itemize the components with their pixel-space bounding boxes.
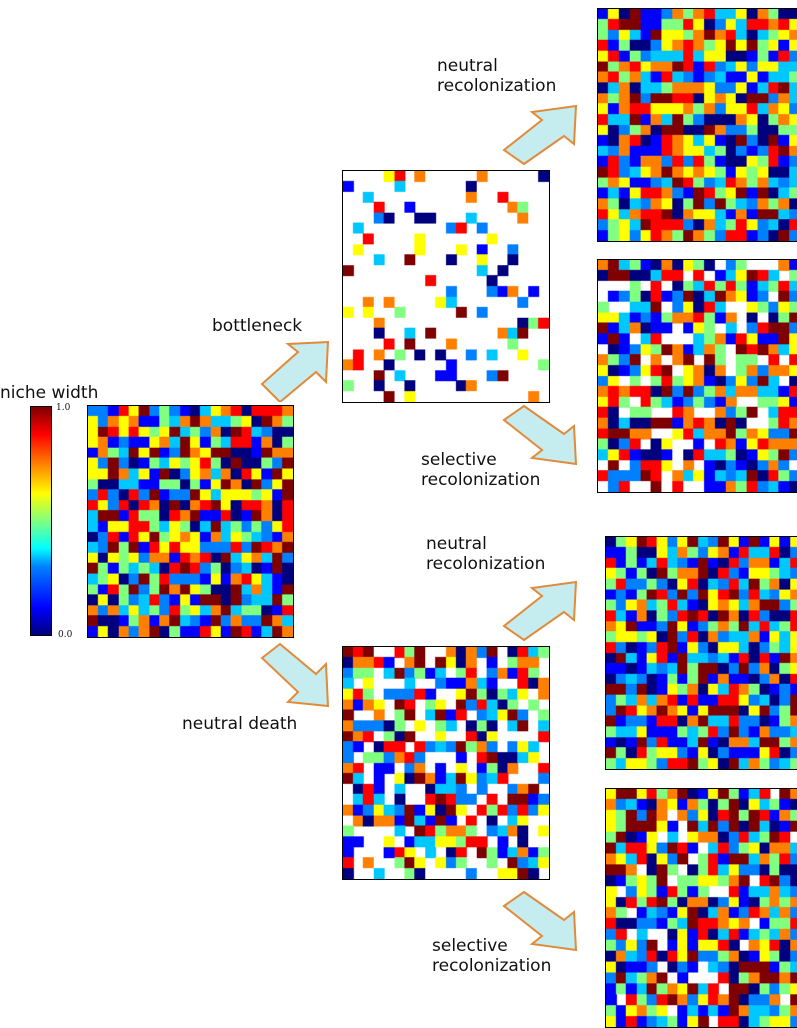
bottleneck-selective-arrow-icon [502,404,578,466]
bottleneck-neutral-arrow-icon [502,104,578,166]
colorbar-max-label: 1.0 [56,403,71,413]
bottleneck-neutral-recolonization-grid-panel [597,8,797,242]
bottleneck-grid-panel [342,170,550,403]
death-neutral-arrow-icon [502,580,578,642]
bottleneck-arrow-icon [260,340,330,402]
death-neutral-recolonization-grid-panel [605,536,797,770]
neutral-death-label: neutral death [182,714,298,734]
neutral-recolonization-label-top: neutral recolonization [437,56,557,96]
colorbar-min-label: 0.0 [58,630,73,640]
neutral-death-arrow-icon [260,642,330,708]
death-selective-recolonization-grid-panel [605,788,797,1028]
neutral-death-grid-panel [342,646,550,880]
death-selective-arrow-icon [502,890,578,952]
neutral-recolonization-label-bottom: neutral recolonization [426,534,546,574]
colorbar [30,406,52,636]
colorbar-title: niche width [0,383,99,403]
bottleneck-label: bottleneck [212,316,303,336]
initial-grid-panel [87,405,294,638]
selective-recolonization-label-bottom: selective recolonization [432,936,552,976]
bottleneck-selective-recolonization-grid-panel [597,259,797,493]
selective-recolonization-label-top: selective recolonization [421,450,541,490]
